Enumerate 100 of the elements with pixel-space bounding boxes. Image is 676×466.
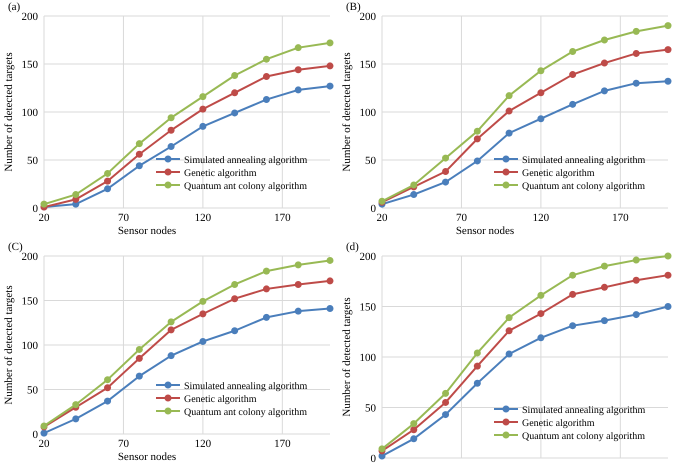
y-tick-label: 150: [22, 59, 38, 71]
point: [294, 280, 302, 288]
x-tick-label: 170: [274, 438, 292, 450]
point: [410, 426, 418, 434]
point: [410, 435, 418, 442]
point: [569, 322, 576, 330]
point: [72, 401, 80, 408]
point: [231, 89, 238, 96]
point: [326, 277, 334, 284]
point: [199, 310, 206, 318]
legend-label: Genetic algorithm: [522, 418, 595, 429]
point: [294, 86, 302, 94]
x-tick-label: 120: [194, 212, 212, 224]
point: [474, 157, 481, 164]
point: [104, 170, 112, 177]
point: [104, 178, 112, 185]
x-tick-label: 20: [376, 212, 388, 224]
point: [231, 109, 238, 116]
point: [537, 310, 544, 318]
point: [632, 311, 640, 318]
y-tick-label: 100: [360, 107, 376, 119]
x-tick-label: 170: [612, 212, 630, 224]
point: [537, 89, 544, 96]
y-axis-title: Number of detected targets: [3, 285, 15, 405]
point: [168, 126, 175, 134]
y-axis-title: Number of detected targets: [3, 52, 15, 172]
point: [442, 178, 450, 186]
point: [442, 411, 450, 418]
point: [664, 78, 672, 85]
point: [474, 135, 481, 142]
point: [569, 100, 576, 108]
point: [600, 60, 608, 67]
point: [600, 262, 608, 270]
point: [474, 380, 481, 387]
legend-label: Genetic algorithm: [184, 168, 257, 179]
point: [199, 298, 206, 305]
point: [506, 130, 513, 137]
point: [294, 44, 302, 52]
legend-label: Genetic algorithm: [184, 394, 257, 405]
point: [632, 50, 640, 57]
point: [168, 143, 175, 150]
y-tick-label: 150: [360, 59, 376, 71]
x-axis-title: Sensor nodes: [456, 225, 514, 237]
y-tick-label: 150: [22, 296, 38, 308]
point: [506, 350, 513, 358]
point: [537, 292, 544, 299]
y-tick-label: 50: [27, 155, 38, 167]
point: [136, 140, 143, 148]
point: [262, 314, 270, 321]
legend-label: Quantum ant colony algorithm: [522, 431, 646, 442]
x-tick-label: 120: [532, 212, 550, 224]
x-tick-label: 70: [118, 212, 130, 224]
point: [231, 72, 238, 80]
legend-label: Genetic algorithm: [522, 168, 595, 179]
point: [294, 261, 302, 268]
point: [40, 200, 48, 208]
y-axis-title: Number of detected targets: [341, 52, 353, 172]
point: [294, 308, 302, 315]
point: [442, 398, 450, 406]
point: [199, 122, 206, 130]
x-axis-title: Sensor nodes: [118, 451, 176, 463]
y-tick-label: 0: [370, 453, 376, 465]
y-tick-label: 100: [360, 352, 376, 364]
point: [199, 93, 206, 100]
legend-label: Simulated annealing algorithm: [522, 155, 646, 166]
legend-label: Quantum ant colony algorithm: [522, 181, 646, 192]
point: [136, 346, 143, 353]
legend-label: Quantum ant colony algorithm: [184, 407, 308, 418]
y-tick-label: 100: [22, 107, 38, 119]
point: [632, 256, 640, 264]
point: [326, 82, 334, 90]
point: [569, 71, 576, 78]
point: [442, 154, 450, 162]
x-axis-title: Sensor nodes: [118, 225, 176, 237]
x-tick-label: 170: [274, 212, 292, 224]
y-tick-label: 200: [22, 11, 38, 23]
point: [326, 62, 334, 70]
point: [136, 150, 143, 158]
y-tick-label: 50: [27, 384, 38, 396]
point: [474, 128, 481, 135]
point: [262, 268, 270, 275]
point: [40, 430, 48, 437]
point: [600, 284, 608, 291]
point: [474, 349, 481, 356]
point: [136, 372, 143, 380]
point: [600, 36, 608, 44]
y-tick-label: 0: [32, 429, 38, 441]
legend-label: Simulated annealing algorithm: [184, 155, 308, 166]
point: [326, 305, 334, 312]
point: [632, 28, 640, 35]
point: [231, 280, 238, 288]
point: [632, 80, 640, 87]
point: [294, 66, 302, 74]
point: [410, 420, 418, 428]
point: [168, 326, 175, 334]
legend-label: Simulated annealing algorithm: [184, 381, 308, 392]
point: [506, 327, 513, 334]
chart-title: (a): [8, 1, 21, 13]
chart-title: (C): [8, 241, 23, 253]
point: [199, 338, 206, 345]
